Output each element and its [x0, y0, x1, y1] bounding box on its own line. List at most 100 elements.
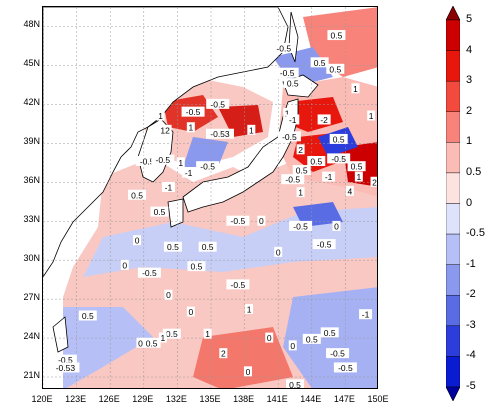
contour-label-box — [370, 176, 377, 187]
colorbar-segment — [446, 233, 460, 265]
contour-label: -1 — [182, 167, 196, 178]
contour-label-box — [307, 155, 326, 166]
contour-label-text: -0.53 — [210, 129, 230, 139]
contour-label-text: 0.5 — [351, 162, 363, 172]
contour-label: -0.5 — [196, 161, 220, 172]
contour-label-box — [286, 114, 300, 125]
latitude-label: 45N — [23, 58, 40, 69]
contour-label: -0.5 — [326, 348, 350, 359]
contour-label: 0 — [243, 366, 252, 377]
longitude-label: 144E — [300, 394, 322, 404]
longitude-label: 147E — [333, 394, 355, 404]
contour-label: 1 — [351, 83, 360, 94]
contour-label-box — [275, 67, 299, 78]
contour-label: 1 — [354, 171, 363, 182]
contour-label-box — [226, 279, 250, 290]
contour-label: 2 — [296, 144, 305, 155]
contour-label-text: 1 — [353, 84, 358, 94]
contour-label: 0.5 — [302, 333, 321, 344]
contour-label: 0 — [133, 235, 142, 246]
contour-label-box — [176, 157, 185, 168]
contour-label-text: -0.5 — [156, 155, 171, 165]
land-kyushu — [167, 198, 184, 228]
contour-label-text: 2 — [372, 177, 377, 187]
contour-label-box — [158, 124, 172, 135]
contour-label-text: -0.5 — [280, 68, 295, 78]
contour-label-box — [245, 304, 254, 315]
contour-label-text: 0.5 — [314, 58, 326, 68]
contour-label: -2 — [317, 114, 331, 125]
colorbar-tick-label: 4 — [466, 43, 473, 56]
contour-label-text: 0 — [166, 290, 171, 300]
contour-label-text: -0.5 — [140, 156, 155, 166]
contour-label: 1 — [186, 122, 195, 133]
contour-label: 1 — [367, 110, 376, 121]
contour-label: -0.5 — [151, 154, 175, 165]
contour-label: -1 — [322, 171, 336, 182]
contour-label-text: 0.5 — [202, 242, 214, 252]
contour-label: -0.5 — [53, 354, 77, 365]
contour-label: 0 — [136, 337, 145, 348]
contour-label-text: 1 — [298, 188, 303, 198]
contour-label-box — [163, 241, 182, 252]
contour-label-text: -0.5 — [285, 175, 300, 185]
contour-label-box — [359, 309, 373, 320]
contour-label-box — [351, 83, 360, 94]
contour-label-box — [289, 220, 313, 231]
contour-label-box — [78, 310, 97, 321]
colorbar-tick-label: 0.5 — [466, 165, 482, 178]
contour-label-text: 1 — [158, 111, 163, 121]
colorbar-tick-label: -0.5 — [466, 227, 485, 240]
colorbar-segment — [446, 295, 460, 327]
contour-label-text: -1 — [185, 168, 193, 178]
contour-label-box — [247, 124, 256, 135]
contour-label-box — [283, 78, 302, 89]
contour-label-text: 2 — [221, 349, 226, 359]
contour-label-box — [265, 332, 274, 343]
contour-label-box — [162, 328, 181, 339]
latitude-label: 27N — [23, 292, 40, 303]
contour-label-box — [156, 110, 165, 121]
contour-label-box — [286, 379, 304, 388]
contour-label: 0.5 — [307, 155, 326, 166]
colorbar-segment — [446, 264, 460, 296]
contour-label-text: -0.5 — [282, 132, 297, 142]
contour-label-box — [333, 362, 357, 373]
contour-label-text: 0 — [276, 247, 281, 257]
contour-label: -0.5 — [135, 155, 159, 166]
contour-label-box — [322, 171, 336, 182]
colorbar-segment — [446, 80, 460, 112]
contour-label: 0.5 — [329, 133, 348, 144]
contour-label-text: 0 — [290, 341, 295, 351]
contour-label: -1 — [359, 309, 373, 320]
colorbar-tick-label: 0 — [466, 196, 473, 209]
contour-label: -0.53 — [205, 128, 234, 139]
contour-label-box — [257, 215, 266, 226]
contour-label: 1 — [203, 328, 212, 339]
contour-label: 1 — [245, 304, 254, 315]
contour-label-box — [226, 215, 250, 226]
contour-label: 1 — [247, 124, 256, 135]
contour-label-box — [345, 185, 354, 196]
longitude-label: 138E — [233, 394, 255, 404]
contour-label: 1 — [156, 110, 165, 121]
contour-label: 0.5 — [128, 189, 147, 200]
contour-label: 1 — [176, 157, 185, 168]
longitude-label: 126E — [98, 394, 120, 404]
shade-blue-patch-1 — [183, 137, 228, 167]
longitude-label: 132E — [165, 394, 187, 404]
contour-label: 0.5 — [310, 57, 329, 68]
contour-label-box — [181, 106, 205, 117]
contour-label-text: 0.5 — [310, 156, 322, 166]
contour-label-box — [283, 107, 292, 118]
contour-label-text: -0.5 — [330, 349, 345, 359]
contour-label-text: -0.5 — [293, 221, 308, 231]
contour-label-text: -0.5 — [338, 363, 353, 373]
contour-label-box — [272, 43, 296, 54]
colorbar-tick-label: 5 — [466, 13, 473, 25]
contour-label-box — [302, 333, 321, 344]
contour-label-text: 0 — [122, 260, 127, 270]
contour-label-text: 1 — [178, 158, 183, 168]
contour-label-box — [205, 128, 234, 139]
contour-label: 2 — [370, 176, 377, 187]
